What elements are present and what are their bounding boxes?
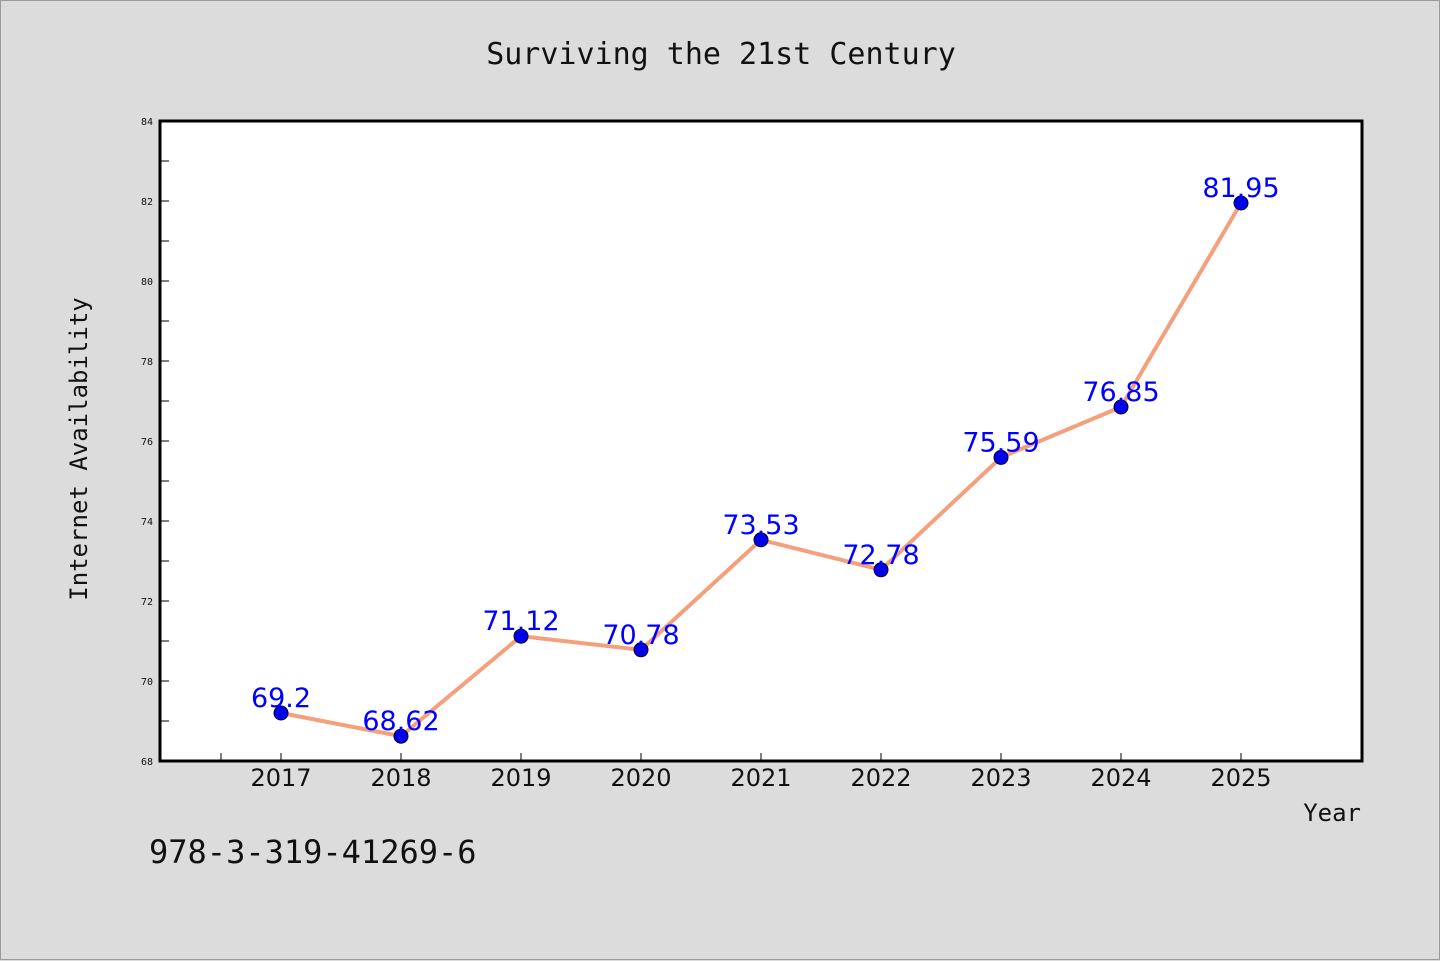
y-tick-label: 70 [141, 677, 153, 688]
data-point [273, 705, 289, 721]
x-tick-label: 2025 [1210, 764, 1271, 792]
x-axis-label: Year [1303, 799, 1361, 827]
y-tick-label: 80 [141, 277, 153, 288]
x-tick-label: 2018 [370, 764, 431, 792]
data-point [753, 532, 769, 548]
y-tick-label: 72 [141, 597, 153, 608]
data-label: 73.53 [722, 510, 799, 541]
data-label-layer: 69.2 68.62 71.12 70.78 73.53 72.78 75.59 76.85 8… [251, 173, 1280, 737]
data-label: 68.62 [362, 706, 439, 737]
data-label: 70.78 [602, 620, 679, 651]
data-point [1113, 399, 1129, 415]
data-point [873, 562, 889, 578]
y-tick-label: 68 [141, 757, 153, 768]
data-label: 81.95 [1202, 173, 1279, 204]
series-layer [273, 195, 1249, 744]
data-point [513, 628, 529, 644]
x-tick-label: 2021 [730, 764, 791, 792]
data-label: 72.78 [842, 540, 919, 571]
y-tick-label: 82 [141, 197, 153, 208]
chart-title: Surviving the 21st Century [486, 37, 956, 72]
data-label: 75.59 [962, 427, 1039, 458]
x-tick-label: 2019 [490, 764, 551, 792]
data-point [633, 642, 649, 658]
x-tick-label: 2022 [850, 764, 911, 792]
data-point [393, 728, 409, 744]
y-tick-label: 74 [141, 517, 153, 528]
x-tick-label: 2020 [610, 764, 671, 792]
y-tick-label: 84 [141, 117, 153, 128]
y-tick-label: 78 [141, 357, 153, 368]
y-axis: 68 70 72 74 76 78 80 82 84 [141, 117, 169, 768]
data-label: 76.85 [1082, 377, 1159, 408]
data-label: 69.2 [251, 683, 311, 714]
isbn-code: 978-3-319-41269-6 [149, 833, 477, 871]
y-axis-label: Internet Availability [65, 297, 93, 600]
x-tick-label: 2017 [250, 764, 311, 792]
data-point [993, 449, 1009, 465]
data-point [1233, 195, 1249, 211]
x-tick-label: 2024 [1090, 764, 1151, 792]
plot-area [158, 119, 1364, 763]
y-tick-label: 76 [141, 437, 153, 448]
data-label: 71.12 [482, 606, 559, 637]
x-axis: 2017 2018 2019 2020 2021 2022 2023 2024 2025 [220, 753, 1272, 792]
x-tick-label: 2023 [970, 764, 1031, 792]
